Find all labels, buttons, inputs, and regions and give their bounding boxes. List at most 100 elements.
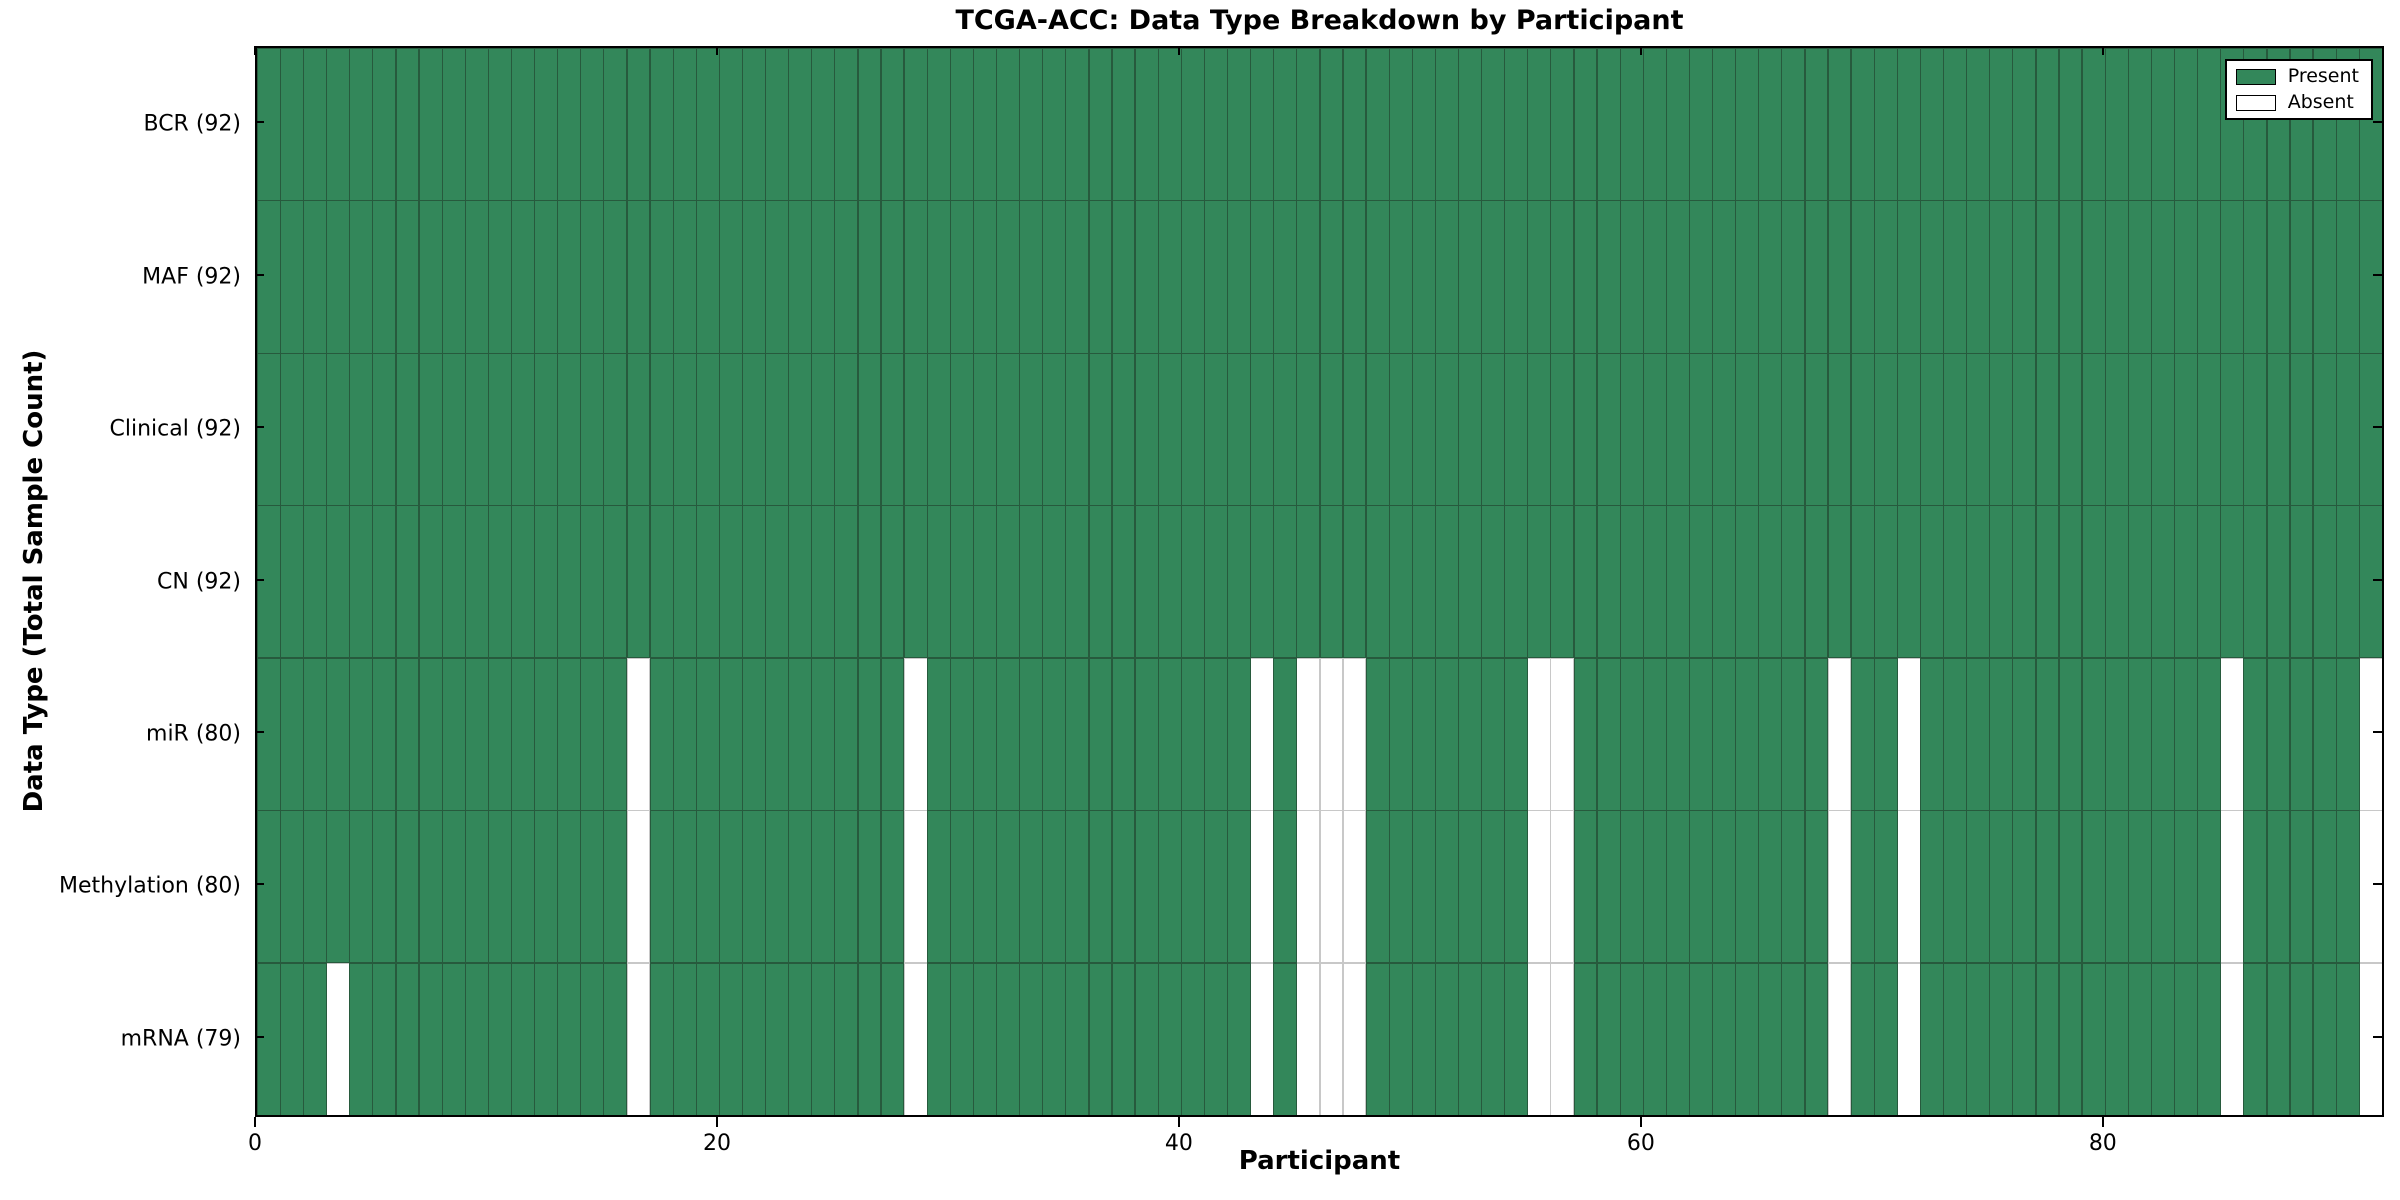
- present-cell: [2058, 810, 2083, 964]
- present-cell: [418, 505, 443, 659]
- present-cell: [1642, 810, 1667, 964]
- present-cell: [1989, 48, 2014, 202]
- present-cell: [372, 810, 397, 964]
- present-cell: [303, 505, 328, 659]
- present-cell: [1458, 200, 1482, 354]
- legend: Present Absent: [2224, 59, 2373, 120]
- present-cell: [1388, 352, 1413, 507]
- present-cell: [1042, 48, 1067, 202]
- present-cell: [1088, 48, 1113, 202]
- present-cell: [1758, 505, 1783, 659]
- present-cell: [1065, 352, 1090, 507]
- present-cell: [672, 505, 697, 659]
- present-cell: [880, 505, 905, 659]
- present-cell: [649, 200, 674, 354]
- present-cell: [349, 657, 374, 811]
- present-cell: [2312, 810, 2337, 964]
- present-cell: [511, 962, 535, 1115]
- present-cell: [788, 48, 813, 202]
- present-cell: [1434, 505, 1459, 659]
- present-cell: [903, 505, 928, 659]
- present-cell: [1504, 200, 1529, 354]
- present-cell: [418, 48, 443, 202]
- present-cell: [372, 48, 397, 202]
- present-cell: [1989, 505, 2014, 659]
- present-cell: [949, 505, 974, 659]
- legend-entry-present: Present: [2235, 67, 2359, 86]
- present-cell: [257, 657, 281, 811]
- present-cell: [349, 200, 374, 354]
- present-cell: [534, 505, 558, 659]
- present-cell: [1434, 657, 1459, 811]
- absent-cell: [903, 657, 928, 811]
- present-cell: [1365, 810, 1390, 964]
- present-cell: [349, 48, 374, 202]
- absent-cell: [1527, 810, 1552, 964]
- present-cell: [1573, 48, 1598, 202]
- present-cell: [1827, 505, 1852, 659]
- present-cell: [1735, 48, 1760, 202]
- present-cell: [326, 48, 351, 202]
- present-cell: [649, 505, 674, 659]
- present-cell: [811, 48, 836, 202]
- present-cell: [1527, 352, 1552, 507]
- present-cell: [2058, 505, 2083, 659]
- absent-cell: [903, 962, 928, 1115]
- present-cell: [1411, 657, 1436, 811]
- present-cell: [649, 352, 674, 507]
- present-cell: [765, 657, 789, 811]
- present-cell: [1088, 657, 1113, 811]
- present-cell: [1180, 962, 1205, 1115]
- present-cell: [1943, 200, 1967, 354]
- present-cell: [1781, 505, 1806, 659]
- present-cell: [2104, 962, 2129, 1115]
- present-cell: [2266, 200, 2291, 354]
- present-cell: [534, 200, 558, 354]
- present-cell: [441, 352, 466, 507]
- present-cell: [788, 352, 813, 507]
- present-cell: [1296, 352, 1321, 507]
- present-cell: [1365, 48, 1390, 202]
- present-cell: [1019, 48, 1044, 202]
- present-cell: [1804, 352, 1829, 507]
- present-cell: [2012, 810, 2037, 964]
- present-cell: [511, 505, 535, 659]
- present-cell: [1180, 48, 1205, 202]
- present-cell: [1227, 657, 1251, 811]
- present-cell: [1596, 962, 1621, 1115]
- present-cell: [1504, 505, 1529, 659]
- present-cell: [2197, 657, 2222, 811]
- present-cell: [2127, 352, 2152, 507]
- present-cell: [487, 657, 512, 811]
- present-cell: [1458, 810, 1482, 964]
- present-cell: [2358, 505, 2382, 659]
- present-cell: [1573, 352, 1598, 507]
- absent-cell: [2220, 657, 2245, 811]
- present-cell: [1665, 200, 1690, 354]
- present-cell: [649, 657, 674, 811]
- present-cell: [695, 352, 720, 507]
- present-cell: [1619, 505, 1644, 659]
- present-cell: [1319, 505, 1344, 659]
- present-cell: [303, 657, 328, 811]
- present-cell: [603, 810, 628, 964]
- present-cell: [2035, 657, 2060, 811]
- present-cell: [857, 352, 882, 507]
- row-label-clinical: Clinical (92): [109, 416, 241, 442]
- present-cell: [2127, 505, 2152, 659]
- present-cell: [1342, 200, 1367, 354]
- present-cell: [1596, 200, 1621, 354]
- row-label-maf: MAF (92): [142, 264, 241, 290]
- present-cell: [1042, 962, 1067, 1115]
- present-cell: [1827, 48, 1852, 202]
- present-cell: [1966, 352, 1991, 507]
- present-cell: [2174, 810, 2198, 964]
- present-cell: [2035, 810, 2060, 964]
- present-cell: [1712, 657, 1736, 811]
- absent-cell: [1550, 657, 1575, 811]
- present-cell: [1504, 48, 1529, 202]
- present-cell: [534, 352, 558, 507]
- absent-cell: [626, 810, 651, 964]
- present-cell: [1873, 352, 1898, 507]
- present-cell: [672, 352, 697, 507]
